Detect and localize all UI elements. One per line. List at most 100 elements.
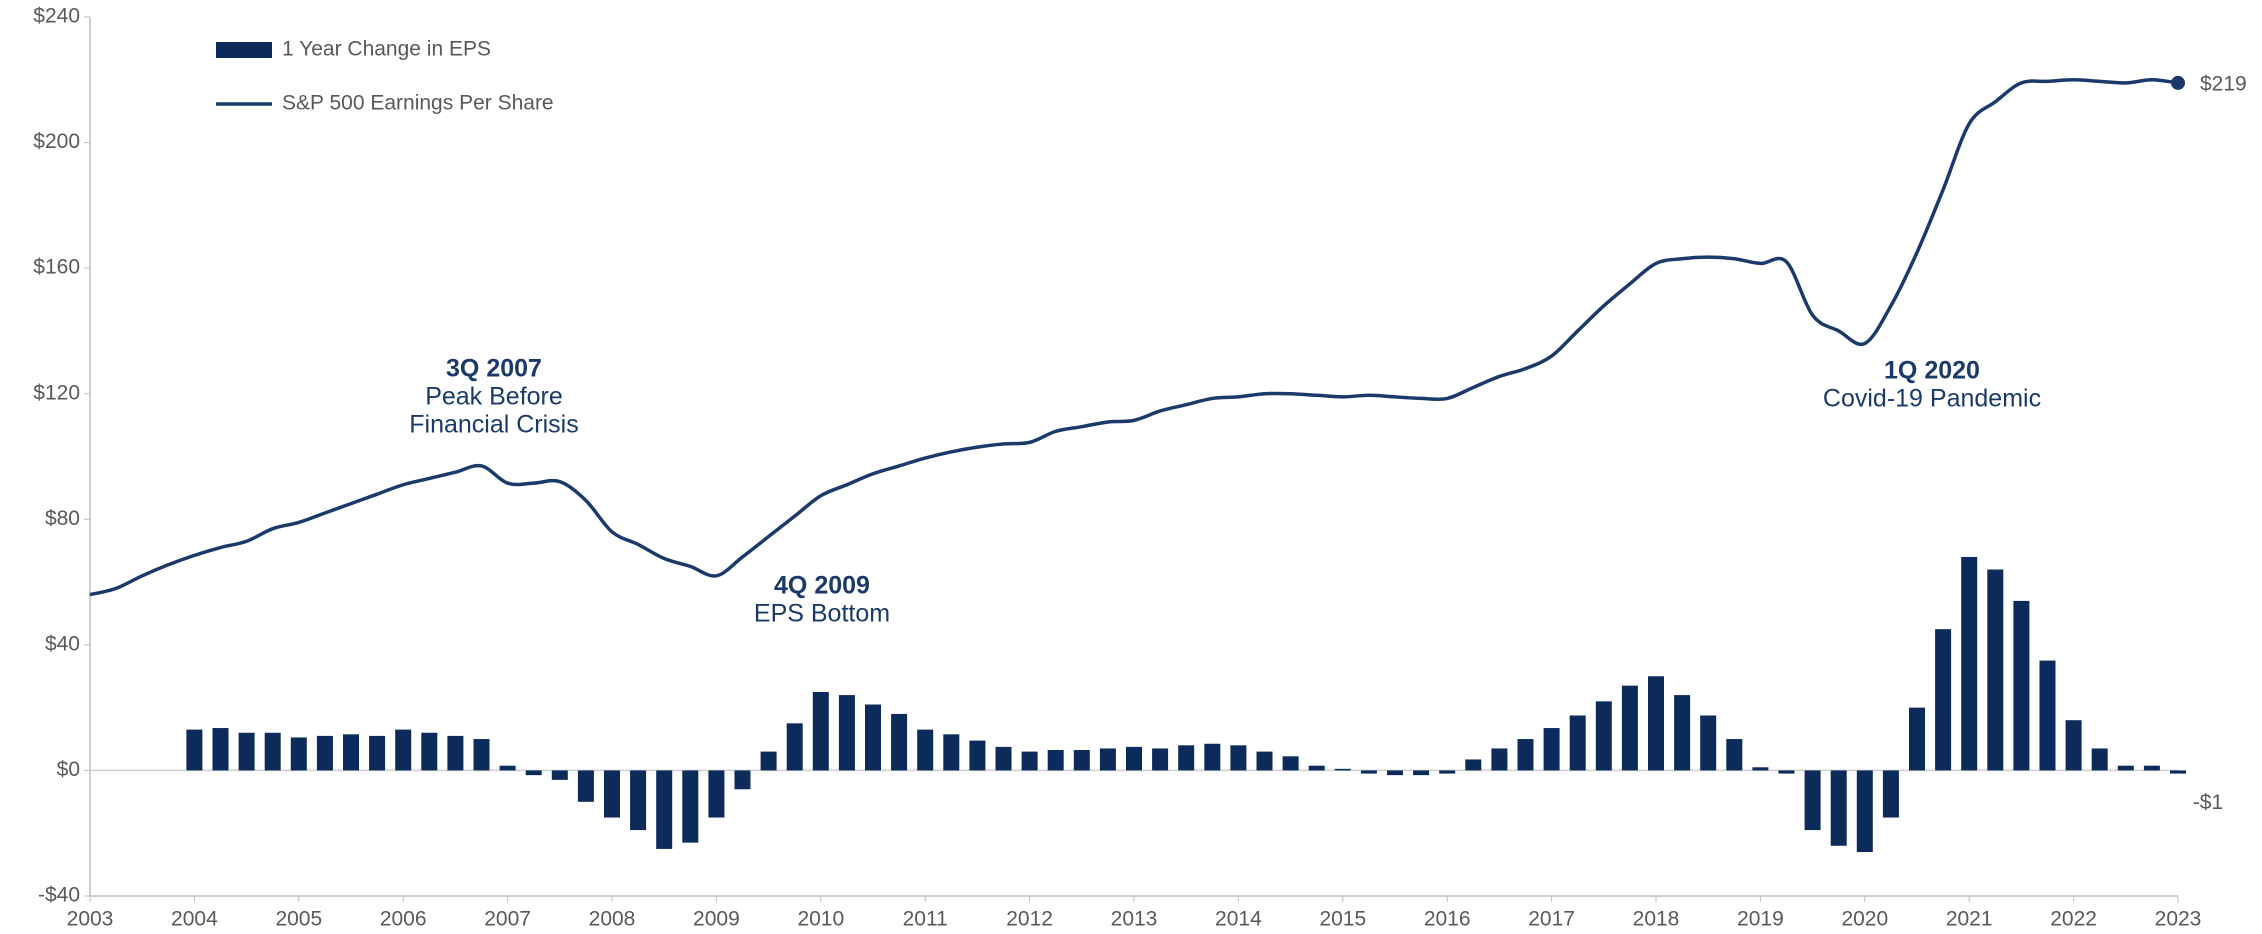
bar <box>2039 660 2056 771</box>
x-tick-label: 2013 <box>1111 908 1158 931</box>
x-tick-label: 2017 <box>1528 908 1575 931</box>
annotation: 3Q 2007 <box>446 355 542 383</box>
bar <box>786 723 803 771</box>
bar <box>1230 745 1247 771</box>
bar <box>290 737 307 771</box>
bar <box>865 704 881 771</box>
bar <box>1726 739 1743 771</box>
annotation: Peak Before <box>425 383 563 411</box>
bar <box>1517 739 1534 771</box>
bar <box>369 735 386 771</box>
bar <box>943 734 960 771</box>
bar <box>525 770 542 776</box>
bar <box>969 740 986 771</box>
bar <box>264 732 281 771</box>
bar <box>1099 748 1116 771</box>
x-tick-label: 2005 <box>275 908 322 931</box>
bar <box>499 765 516 771</box>
bar <box>708 770 725 818</box>
bar <box>1543 728 1560 771</box>
bar <box>917 729 934 771</box>
annotation: EPS Bottom <box>754 600 890 628</box>
x-tick-label: 2004 <box>171 908 218 931</box>
bar <box>1308 765 1325 771</box>
y-tick-label: $80 <box>45 507 80 530</box>
x-tick-label: 2018 <box>1633 908 1680 931</box>
annotation: 1Q 2020 <box>1884 357 1980 385</box>
bar <box>1282 756 1299 771</box>
bar <box>421 732 438 771</box>
bar <box>2117 765 2134 771</box>
bar <box>734 770 751 790</box>
bar <box>577 770 594 802</box>
bar <box>551 770 568 780</box>
bar <box>1569 715 1586 771</box>
bar <box>1204 743 1221 771</box>
bar <box>1752 767 1769 771</box>
bar <box>1152 748 1169 771</box>
bar <box>447 735 464 771</box>
y-tick-label: $40 <box>45 632 80 655</box>
end-marker <box>2171 75 2185 90</box>
bar <box>238 732 255 771</box>
bar <box>1700 715 1717 771</box>
x-tick-label: 2011 <box>903 908 948 931</box>
x-tick-label: 2023 <box>2155 908 2202 931</box>
bar <box>1935 629 1952 771</box>
x-tick-label: 2014 <box>1215 908 1262 931</box>
bar <box>682 770 699 843</box>
bar <box>1909 707 1925 771</box>
x-tick-label: 2007 <box>484 908 531 931</box>
legend-label: S&P 500 Earnings Per Share <box>282 92 554 115</box>
x-tick-label: 2016 <box>1424 908 1471 931</box>
bar <box>1413 770 1430 776</box>
data-label: $219 <box>2200 72 2247 95</box>
bar <box>1961 556 1978 771</box>
bar <box>1360 770 1377 774</box>
bar <box>1595 701 1612 771</box>
legend-label: 1 Year Change in EPS <box>282 38 491 61</box>
bar <box>2091 748 2108 771</box>
bar <box>1778 770 1795 774</box>
bar <box>343 734 359 771</box>
data-label: -$1 <box>2193 791 2223 814</box>
bar <box>1648 676 1664 771</box>
bar <box>212 728 229 771</box>
x-tick-label: 2009 <box>693 908 740 931</box>
x-tick-label: 2019 <box>1737 908 1784 931</box>
bar <box>316 735 333 771</box>
bar <box>1621 685 1638 771</box>
bar <box>1465 759 1482 771</box>
bar <box>1491 748 1508 771</box>
bar <box>1178 745 1195 771</box>
bar <box>1439 770 1456 774</box>
y-tick-label: $160 <box>33 256 80 279</box>
x-tick-label: 2021 <box>1946 908 1993 931</box>
annotation: Covid-19 Pandemic <box>1823 385 2041 413</box>
y-tick-label: $0 <box>57 758 80 781</box>
bar <box>186 729 203 771</box>
annotation: 4Q 2009 <box>774 572 870 600</box>
bar <box>395 729 412 771</box>
bar <box>1126 746 1142 771</box>
x-tick-label: 2006 <box>380 908 427 931</box>
bar <box>1987 569 2004 771</box>
bar <box>2143 765 2160 771</box>
bar <box>838 695 855 771</box>
bar <box>1674 695 1691 771</box>
x-tick-label: 2003 <box>67 908 114 931</box>
bar <box>1830 770 1847 846</box>
bar <box>760 751 777 771</box>
bar <box>1256 751 1273 771</box>
bar <box>1804 770 1821 831</box>
bar <box>2013 600 2030 771</box>
bar <box>630 770 647 831</box>
bar <box>604 770 620 818</box>
bar <box>1387 770 1403 776</box>
bar <box>473 739 490 771</box>
bar <box>2170 770 2186 774</box>
y-tick-label: -$40 <box>38 884 80 907</box>
bar <box>1073 750 1090 771</box>
x-tick-label: 2015 <box>1319 908 1366 931</box>
